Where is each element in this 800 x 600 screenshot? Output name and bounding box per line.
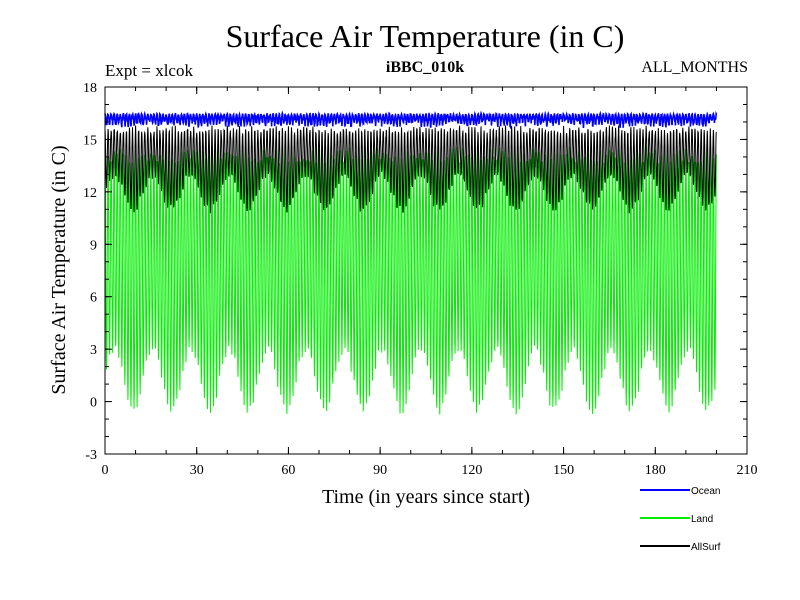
legend-label-ocean: Ocean [691, 486, 720, 497]
experiment-label: Expt = xlcok [105, 61, 193, 80]
y-tick-label: 3 [90, 343, 97, 358]
run-label: iBBC_010k [386, 59, 464, 76]
legend-label-allsurf: AllSurf [691, 542, 721, 553]
y-tick-label: 9 [90, 238, 97, 253]
plot-area [104, 110, 718, 415]
y-tick-label: -3 [85, 448, 97, 463]
chart-title: Surface Air Temperature (in C) [226, 18, 625, 54]
y-tick-label: 0 [90, 396, 97, 411]
x-tick-label: 180 [645, 463, 666, 478]
series-line-land [104, 146, 717, 415]
x-axis: 0 30 60 90 120 150 180 210 [102, 87, 758, 478]
x-tick-label: 60 [281, 463, 295, 478]
y-tick-label: 12 [83, 186, 97, 201]
legend-label-land: Land [691, 514, 713, 525]
x-tick-label: 150 [553, 463, 574, 478]
plot-frame [104, 86, 748, 455]
series-line-ocean [104, 110, 718, 130]
x-tick-label: 120 [461, 463, 482, 478]
x-tick-label: 90 [373, 463, 387, 478]
y-axis-label: Surface Air Temperature (in C) [48, 145, 70, 394]
series-line-allsurf [104, 125, 717, 214]
x-tick-label: 0 [102, 463, 109, 478]
y-tick-label: 18 [83, 81, 97, 96]
y-tick-label: 6 [90, 291, 97, 306]
y-axis: -3 0 3 6 9 12 15 18 [83, 81, 747, 463]
x-tick-label: 210 [737, 463, 758, 478]
months-label: ALL_MONTHS [641, 59, 748, 76]
legend: Ocean Land AllSurf [640, 486, 721, 553]
x-axis-label: Time (in years since start) [322, 486, 530, 508]
y-tick-label: 15 [83, 133, 97, 148]
x-tick-label: 30 [190, 463, 204, 478]
